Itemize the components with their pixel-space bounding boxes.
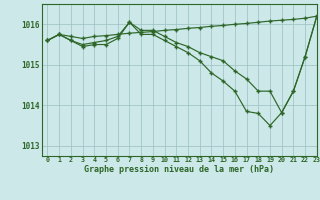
X-axis label: Graphe pression niveau de la mer (hPa): Graphe pression niveau de la mer (hPa) [84,165,274,174]
